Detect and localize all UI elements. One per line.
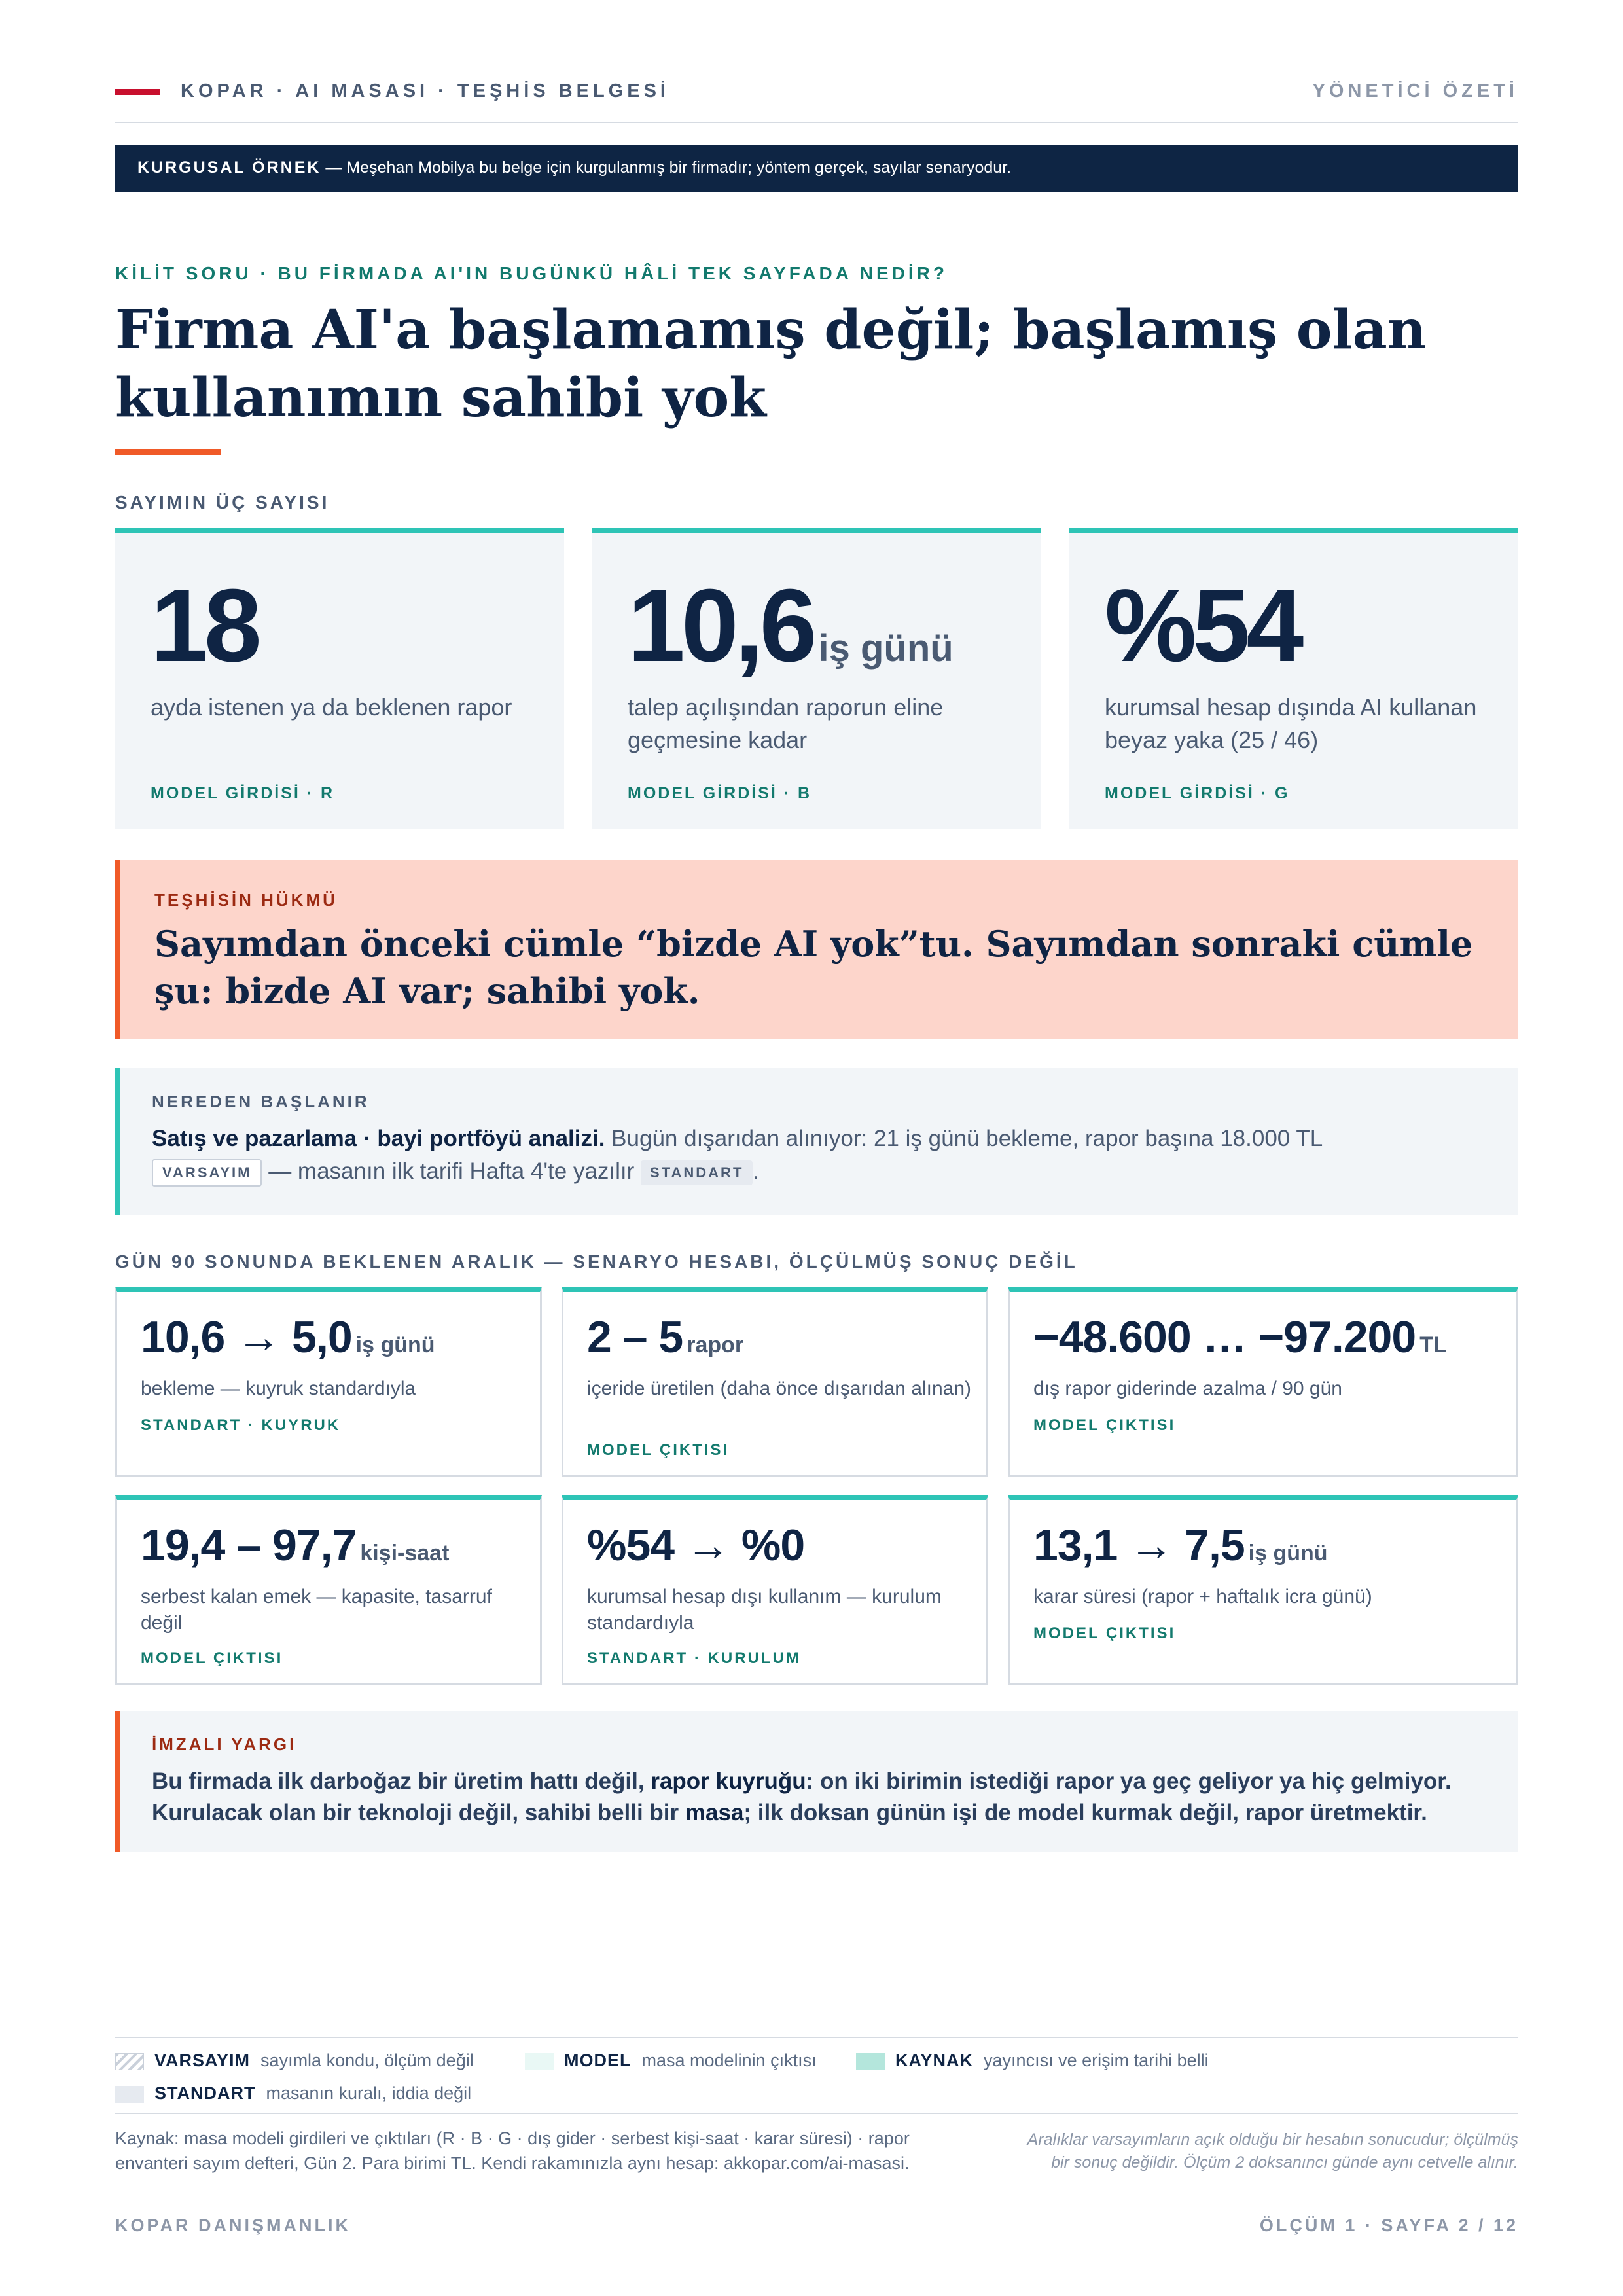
- hatch-swatch-icon: [115, 2053, 144, 2070]
- start-line-1: Satış ve pazarlama · bayi portföyü anali…: [152, 1126, 1323, 1151]
- verdict-box: TEŞHİSİN HÜKMÜ Sayımdan önceki cümle “bi…: [115, 860, 1518, 1039]
- teal-swatch-icon: [856, 2053, 885, 2070]
- stat-card-shadow-ai: %54 kurumsal hesap dışında AI kullanan b…: [1069, 528, 1518, 829]
- footer-page: ÖLÇÜM 1 · SAYFA 2 / 12: [1259, 2215, 1518, 2235]
- fiction-banner: KURGUSAL ÖRNEK — Meşehan Mobilya bu belg…: [115, 145, 1518, 192]
- verdict-text: Sayımdan önceki cümle “bizde AI yok”tu. …: [154, 923, 1473, 1012]
- stat-tag: MODEL GİRDİSİ · R: [151, 784, 335, 802]
- title-accent: [115, 449, 221, 455]
- card-value: 13,1 → 7,5 iş günü: [1033, 1520, 1328, 1570]
- stat-unit: iş günü: [818, 627, 954, 670]
- legend-item-standard: STANDART masanın kuralı, iddia değil: [115, 2083, 471, 2104]
- signed-text: Bu firmada ilk darboğaz bir üretim hattı…: [152, 1768, 1452, 1825]
- card-desc: kurumsal hesap dışı kullanım — kurulum s…: [587, 1586, 942, 1634]
- range-card-reports: 2 – 5 rapor içeride üretilen (daha önce d…: [562, 1287, 988, 1477]
- assumption-chip: VARSAYIM: [152, 1158, 262, 1187]
- card-tag: STANDART · KURULUM: [587, 1649, 801, 1667]
- start-lead: Satış ve pazarlama · bayi portföyü anali…: [152, 1126, 605, 1151]
- card-value: %54 → %0: [587, 1520, 805, 1570]
- header-divider: [115, 122, 1518, 123]
- legend-item-assumption: VARSAYIM sayımla kondu, ölçüm değil: [115, 2051, 474, 2071]
- legend-divider: [115, 2037, 1518, 2038]
- range-label: GÜN 90 SONUNDA BEKLENEN ARALIK — SENARYO…: [115, 1251, 1078, 1272]
- legend-item-source: KAYNAK yayıncısı ve erişim tarihi belli: [856, 2051, 1209, 2071]
- header-section: YÖNETİCİ ÖZETİ: [1312, 81, 1518, 101]
- card-desc: bekleme — kuyruk standardıyla: [141, 1378, 416, 1399]
- range-card-cost: −48.600 … −97.200 TL dış rapor giderinde …: [1008, 1287, 1518, 1477]
- stat-tag: MODEL GİRDİSİ · B: [628, 784, 812, 802]
- range-disclaimer: Aralıklar varsayımların açık olduğu bir …: [1027, 2130, 1518, 2172]
- stat-value: 18: [151, 568, 262, 683]
- stat-card-wait: 10,6 iş günü talep açılışından raporun el…: [592, 528, 1041, 829]
- legend: VARSAYIM sayımla kondu, ölçüm değil MODEL…: [115, 2051, 1518, 2123]
- card-value: 19,4 – 97,7 kişi-saat: [141, 1520, 450, 1570]
- banner-label: KURGUSAL ÖRNEK: [137, 158, 321, 177]
- page-title: Firma AI'a başlamamış değil; başlamış ol…: [115, 298, 1427, 429]
- mint-swatch-icon: [525, 2053, 554, 2070]
- card-desc: dış rapor giderinde azalma / 90 gün: [1033, 1378, 1342, 1399]
- range-card-shadow-use: %54 → %0 kurumsal hesap dışı kullanım — …: [562, 1495, 988, 1685]
- stat-desc: ayda istenen ya da beklenen rapor: [151, 694, 512, 721]
- signed-judgment: İMZALI YARGI Bu firmada ilk darboğaz bir…: [115, 1711, 1518, 1852]
- start-label: NEREDEN BAŞLANIR: [152, 1092, 370, 1111]
- header-title: KOPAR · AI MASASI · TEŞHİS BELGESİ: [181, 81, 669, 101]
- range-card-wait: 10,6 → 5,0 iş günü bekleme — kuyruk stand…: [115, 1287, 542, 1477]
- card-desc: karar süresi (rapor + haftalık icra günü…: [1033, 1586, 1372, 1607]
- stat-desc: kurumsal hesap dışında AI kullanan beyaz…: [1105, 694, 1477, 753]
- key-question: KİLİT SORU · BU FİRMADA AI'IN BUGÜNKÜ HÂ…: [115, 263, 948, 283]
- card-desc: içeride üretilen (daha önce dışarıdan al…: [587, 1378, 972, 1399]
- card-tag: MODEL ÇIKTISI: [1033, 1416, 1176, 1434]
- banner-text: — Meşehan Mobilya bu belge için kurgulan…: [321, 158, 1012, 177]
- card-tag: MODEL ÇIKTISI: [587, 1441, 730, 1459]
- card-tag: STANDART · KUYRUK: [141, 1416, 341, 1434]
- page: KOPAR · AI MASASI · TEŞHİS BELGESİ YÖNET…: [115, 0, 1518, 2296]
- card-tag: MODEL ÇIKTISI: [1033, 1624, 1176, 1642]
- stats-label: SAYIMIN ÜÇ SAYISI: [115, 492, 330, 512]
- source-note: Kaynak: masa modeli girdileri ve çıktıla…: [115, 2128, 910, 2173]
- stat-desc: talep açılışından raporun eline geçmesin…: [628, 694, 944, 753]
- signed-label: İMZALI YARGI: [152, 1734, 297, 1754]
- range-card-decision: 13,1 → 7,5 iş günü karar süresi (rapor + …: [1008, 1495, 1518, 1685]
- card-tag: MODEL ÇIKTISI: [141, 1649, 283, 1667]
- grey-swatch-icon: [115, 2085, 144, 2103]
- stat-tag: MODEL GİRDİSİ · G: [1105, 784, 1290, 802]
- stat-value: 10,6 iş günü: [628, 568, 954, 683]
- start-box: NEREDEN BAŞLANIR Satış ve pazarlama · ba…: [115, 1068, 1518, 1215]
- source-divider: [115, 2113, 1518, 2114]
- legend-item-model: MODEL masa modelinin çıktısı: [525, 2051, 817, 2071]
- brand-bar: [115, 89, 160, 95]
- card-desc: serbest kalan emek — kapasite, tasarruf …: [141, 1586, 492, 1634]
- verdict-label: TEŞHİSİN HÜKMÜ: [154, 890, 338, 910]
- card-value: 10,6 → 5,0 iş günü: [141, 1312, 435, 1362]
- standard-chip: STANDART: [641, 1160, 753, 1185]
- footer-company: KOPAR DANIŞMANLIK: [115, 2215, 351, 2235]
- stat-card-reports: 18 ayda istenen ya da beklenen rapor MOD…: [115, 528, 564, 829]
- range-card-labor: 19,4 – 97,7 kişi-saat serbest kalan emek …: [115, 1495, 542, 1685]
- page-header: KOPAR · AI MASASI · TEŞHİS BELGESİ YÖNET…: [115, 77, 1518, 114]
- stat-value: %54: [1105, 568, 1304, 683]
- start-line-2: VARSAYIM — masanın ilk tarifi Hafta 4'te…: [152, 1158, 759, 1187]
- card-value: 2 – 5 rapor: [587, 1312, 744, 1362]
- card-value: −48.600 … −97.200 TL: [1033, 1312, 1447, 1362]
